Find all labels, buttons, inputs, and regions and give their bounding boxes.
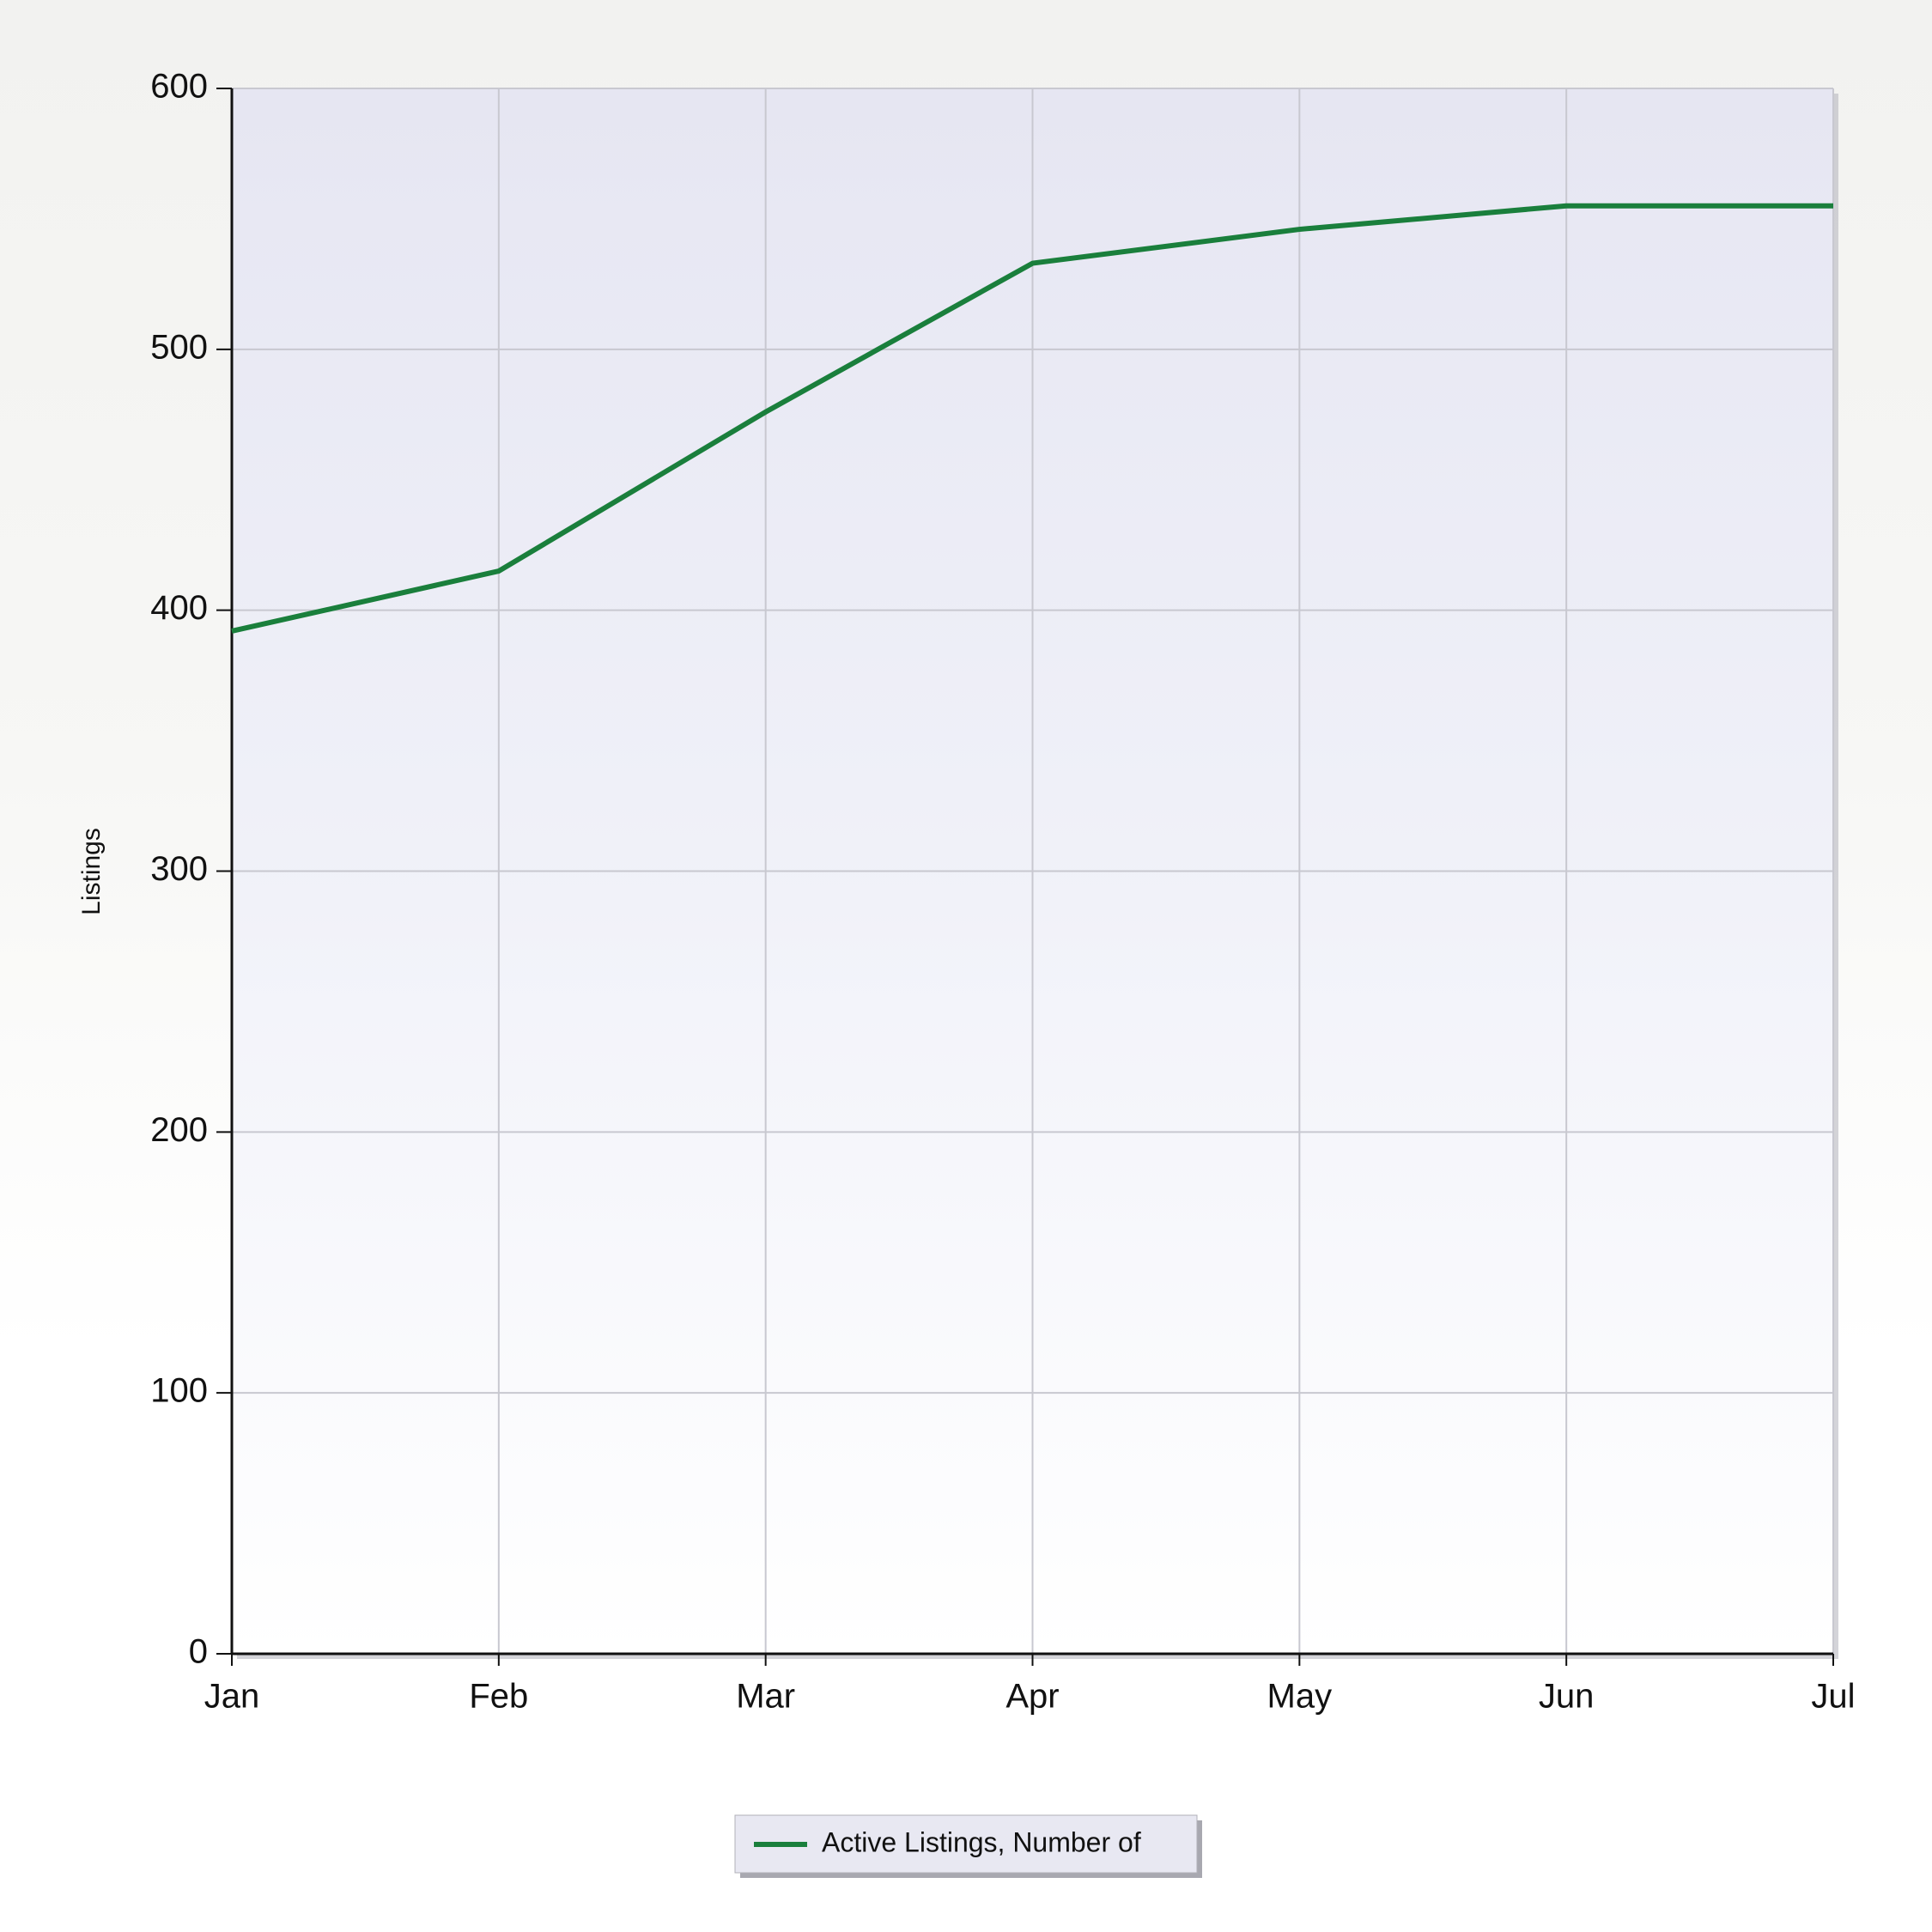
y-tick-label: 100 [150,1372,208,1410]
x-tick-label: Feb [469,1678,528,1716]
x-tick-label: Jan [204,1678,260,1716]
x-tick-label: Jul [1811,1678,1855,1716]
legend-label: Active Listings, Number of [822,1826,1141,1857]
x-tick-label: Jun [1539,1678,1595,1716]
y-tick-label: 0 [189,1633,208,1671]
y-tick-label: 300 [150,850,208,888]
legend [734,1814,1198,1874]
x-tick-label: May [1267,1678,1333,1716]
x-tick-label: Apr [1005,1678,1059,1716]
y-tick-label: 200 [150,1111,208,1149]
y-tick-label: 500 [150,328,208,366]
x-tick-label: Mar [736,1678,795,1716]
y-axis-label: Listings [77,828,106,915]
y-tick-label: 600 [150,68,208,106]
y-tick-label: 400 [150,589,208,627]
plot-layer: 0 100 200 300 400 500 600 Jan Feb Mar Apr May Jun Jul [150,68,1855,1716]
data-line [231,203,1833,634]
